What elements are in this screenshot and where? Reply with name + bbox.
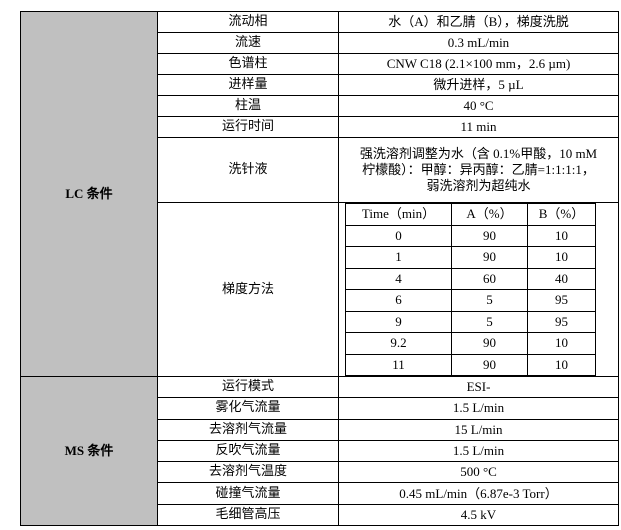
param-label: 去溶剂气流量 xyxy=(157,418,339,441)
param-label: 碰撞气流量 xyxy=(157,482,339,505)
wash-line: 弱洗溶剂为超纯水 xyxy=(426,178,531,193)
table-row: 毛细管高压 4.5 kV xyxy=(21,503,619,527)
param-label: 反吹气流量 xyxy=(157,439,339,463)
param-value: 11 min xyxy=(338,116,619,138)
param-label: 雾化气流量 xyxy=(157,397,339,420)
gradient-cell-value: 9 xyxy=(345,310,452,333)
param-value: 15 L/min xyxy=(338,418,619,441)
table-row: 洗针液 强洗溶剂调整为水（含 0.1%甲酸，10 mM 柠檬酸）：甲醇：异丙醇：乙腈… xyxy=(21,137,619,203)
param-label: 去溶剂气温度 xyxy=(157,461,339,484)
wash-label: 洗针液 xyxy=(157,137,339,203)
gradient-cell-value: 1 xyxy=(345,246,452,269)
lc-group-label: LC 条件 xyxy=(20,11,158,377)
gradient-cell-value: 90 xyxy=(451,224,528,247)
gradient-cell-value: 40 xyxy=(527,267,596,290)
table-row: 雾化气流量 1.5 L/min xyxy=(21,397,619,420)
table-row: 进样量 微升进样，5 µL xyxy=(21,74,619,96)
gradient-cell-value: 90 xyxy=(451,353,528,376)
gradient-cell-value: 11 xyxy=(345,353,452,376)
table-row: 去溶剂气温度 500 °C xyxy=(21,461,619,484)
conditions-table: LC 条件 流动相 水（A）和乙腈（B），梯度洗脱 流速 0.3 mL/min 色谱柱 CN… xyxy=(20,11,619,527)
gradient-header: Time（min） xyxy=(345,203,452,226)
param-value: 40 °C xyxy=(338,95,619,117)
gradient-cell-value: 4 xyxy=(345,267,452,290)
param-value: 0.45 mL/min（6.87e-3 Torr） xyxy=(338,482,619,505)
gradient-cell-value: 0 xyxy=(345,224,452,247)
param-value: 4.5 kV xyxy=(338,503,619,527)
gradient-cell-value: 95 xyxy=(527,289,596,312)
param-value: 500 °C xyxy=(338,461,619,484)
gradient-row: 9 5 95 xyxy=(345,310,596,333)
table-row: LC 条件 流动相 水（A）和乙腈（B），梯度洗脱 xyxy=(20,11,619,377)
gradient-row: 6 5 95 xyxy=(345,289,596,312)
param-value: 1.5 L/min xyxy=(338,439,619,463)
param-value: 1.5 L/min xyxy=(338,397,619,420)
gradient-header: B（%） xyxy=(527,203,596,226)
gradient-table: Time（min） A（%） B（%） 0 90 10 1 90 10 4 60 40 6 5 95 9 5 95… xyxy=(345,203,596,376)
gradient-cell-value: 10 xyxy=(527,353,596,376)
gradient-row: 1 90 10 xyxy=(345,246,596,269)
table-row: MS 条件 运行模式 ESI- xyxy=(20,375,619,527)
param-label: 运行模式 xyxy=(157,375,339,399)
wash-line: 柠檬酸）：甲醇：异丙醇：乙腈=1:1:1:1， xyxy=(362,162,595,177)
gradient-cell-value: 90 xyxy=(451,246,528,269)
gradient-cell-value: 9.2 xyxy=(345,332,452,355)
gradient-cell-value: 5 xyxy=(451,289,528,312)
gradient-header: A（%） xyxy=(451,203,528,226)
gradient-cell-value: 10 xyxy=(527,246,596,269)
param-label: 进样量 xyxy=(157,74,339,96)
gradient-cell-value: 5 xyxy=(451,310,528,333)
gradient-cell-value: 95 xyxy=(527,310,596,333)
param-label: 流动相 xyxy=(157,11,339,33)
gradient-row: 11 90 10 xyxy=(345,353,596,376)
param-value: CNW C18 (2.1×100 mm，2.6 µm) xyxy=(338,53,619,75)
gradient-row: 0 90 10 xyxy=(345,224,596,247)
gradient-cell-value: 10 xyxy=(527,332,596,355)
gradient-cell-value: 60 xyxy=(451,267,528,290)
param-label: 运行时间 xyxy=(157,116,339,138)
param-value: 水（A）和乙腈（B），梯度洗脱 xyxy=(338,11,619,33)
gradient-header-row: Time（min） A（%） B（%） xyxy=(345,203,596,226)
gradient-cell-value: 90 xyxy=(451,332,528,355)
gradient-cell: Time（min） A（%） B（%） 0 90 10 1 90 10 4 60 40 6 5 95 9 5 95… xyxy=(338,202,619,377)
param-value: ESI- xyxy=(338,375,619,399)
table-row: 运行时间 11 min xyxy=(21,116,619,138)
param-label: 毛细管高压 xyxy=(157,503,339,527)
param-value: 微升进样，5 µL xyxy=(338,74,619,96)
gradient-cell-value: 10 xyxy=(527,224,596,247)
param-label: 流速 xyxy=(157,32,339,54)
wash-line: 强洗溶剂调整为水（含 0.1%甲酸，10 mM xyxy=(359,146,598,161)
table-row: 梯度方法 Time（min） A（%） B（%） 0 90 10 1 90 10 4 60 40 6 5 95… xyxy=(21,202,619,377)
ms-group-label: MS 条件 xyxy=(20,375,158,527)
param-label: 柱温 xyxy=(157,95,339,117)
wash-value: 强洗溶剂调整为水（含 0.1%甲酸，10 mM 柠檬酸）：甲醇：异丙醇：乙腈=1:… xyxy=(338,137,619,203)
param-value: 0.3 mL/min xyxy=(338,32,619,54)
gradient-row: 9.2 90 10 xyxy=(345,332,596,355)
gradient-label: 梯度方法 xyxy=(157,202,339,377)
gradient-row: 4 60 40 xyxy=(345,267,596,290)
param-label: 色谱柱 xyxy=(157,53,339,75)
gradient-cell-value: 6 xyxy=(345,289,452,312)
